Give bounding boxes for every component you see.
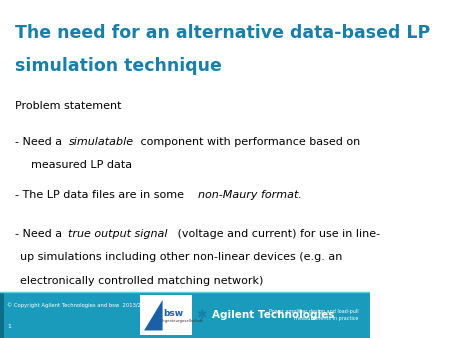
Text: Agilent Technologies: Agilent Technologies bbox=[212, 310, 335, 320]
Text: - Need a: - Need a bbox=[15, 137, 65, 147]
FancyBboxPatch shape bbox=[0, 292, 369, 338]
Text: non-Maury format.: non-Maury format. bbox=[198, 190, 302, 200]
Text: © Copyright Agilent Technologies and bsw  2013/2014: © Copyright Agilent Technologies and bsw… bbox=[7, 302, 152, 308]
Text: electronically controlled matching network): electronically controlled matching netwo… bbox=[20, 275, 264, 286]
Text: Ingenieurgesellschaft: Ingenieurgesellschaft bbox=[162, 319, 203, 323]
Text: Power amplifier design and load-pull
measurements in practice: Power amplifier design and load-pull mea… bbox=[269, 309, 359, 321]
Text: component with performance based on: component with performance based on bbox=[137, 137, 361, 147]
Text: ✱: ✱ bbox=[196, 309, 207, 322]
Text: (voltage and current) for use in line-: (voltage and current) for use in line- bbox=[174, 229, 380, 239]
Text: 1: 1 bbox=[7, 324, 11, 329]
Text: simulatable: simulatable bbox=[68, 137, 134, 147]
Text: measured LP data: measured LP data bbox=[32, 160, 133, 170]
Text: simulation technique: simulation technique bbox=[15, 57, 222, 75]
Text: The need for an alternative data-based LP: The need for an alternative data-based L… bbox=[15, 24, 430, 42]
Text: bsw: bsw bbox=[163, 309, 184, 318]
FancyBboxPatch shape bbox=[0, 292, 4, 338]
Text: true output signal: true output signal bbox=[68, 229, 168, 239]
Polygon shape bbox=[144, 300, 162, 331]
Text: - Need a: - Need a bbox=[15, 229, 65, 239]
Text: - The LP data files are in some: - The LP data files are in some bbox=[15, 190, 187, 200]
FancyBboxPatch shape bbox=[140, 295, 192, 335]
Text: up simulations including other non-linear devices (e.g. an: up simulations including other non-linea… bbox=[20, 252, 343, 262]
Text: Problem statement: Problem statement bbox=[15, 101, 122, 112]
